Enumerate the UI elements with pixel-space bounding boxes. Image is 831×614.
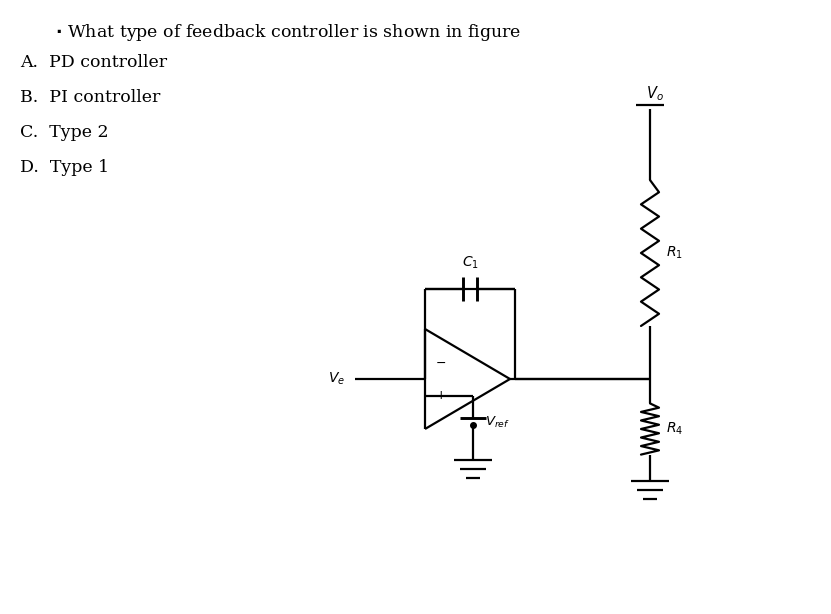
Text: B.  PI controller: B. PI controller <box>20 89 160 106</box>
Text: $V_e$: $V_e$ <box>328 371 345 387</box>
Text: $-$: $-$ <box>435 356 446 368</box>
Text: D.  Type 1: D. Type 1 <box>20 159 109 176</box>
Text: $+$: $+$ <box>435 389 446 403</box>
Text: $\mathbf{\cdot}$ What type of feedback controller is shown in figure: $\mathbf{\cdot}$ What type of feedback c… <box>55 22 521 43</box>
Text: C.  Type 2: C. Type 2 <box>20 124 109 141</box>
Text: $R_1$: $R_1$ <box>666 245 683 261</box>
Text: $C_1$: $C_1$ <box>461 255 479 271</box>
Text: A.  PD controller: A. PD controller <box>20 54 167 71</box>
Text: $V_{ref}$: $V_{ref}$ <box>485 414 510 430</box>
Text: $V_o$: $V_o$ <box>646 84 664 103</box>
Text: $R_4$: $R_4$ <box>666 421 683 437</box>
